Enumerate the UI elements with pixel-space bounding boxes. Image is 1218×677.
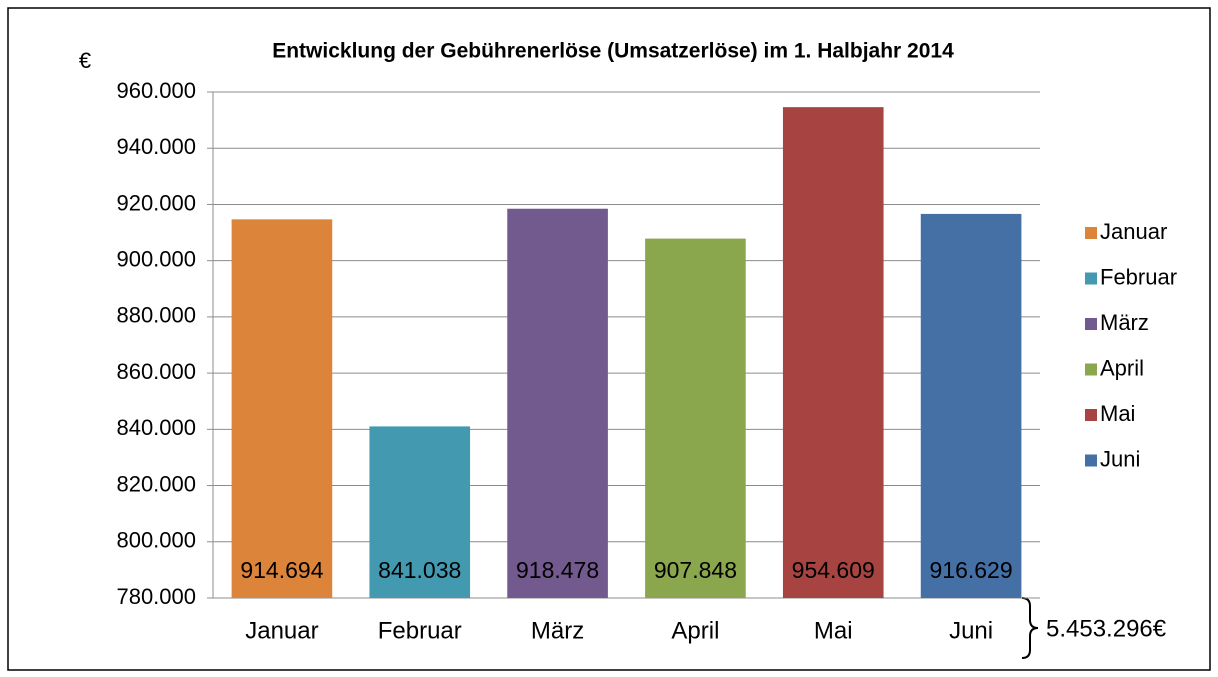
- x-tick-label: Mai: [814, 617, 853, 644]
- x-tick-label: Februar: [378, 617, 462, 644]
- legend-swatch: [1085, 363, 1097, 376]
- annotation: 5.453.296€: [1046, 615, 1167, 642]
- legend-label: April: [1100, 355, 1144, 380]
- bar: [782, 107, 884, 599]
- legend-swatch: [1085, 318, 1097, 330]
- data-label: 907.848: [654, 557, 737, 583]
- y-tick-label: 780.000: [116, 584, 196, 609]
- legend-swatch: [1085, 272, 1097, 285]
- y-axis-label: €: [79, 48, 91, 73]
- brace: [1021, 597, 1039, 659]
- y-tick-label: 920.000: [116, 190, 196, 215]
- bar: [507, 208, 608, 598]
- legend-label: Juni: [1100, 446, 1140, 471]
- x-tick-label: April: [671, 617, 719, 644]
- y-tick-label: 960.000: [116, 78, 196, 103]
- y-tick-label: 840.000: [116, 415, 196, 440]
- legend-label: Mai: [1100, 401, 1135, 426]
- y-tick-label: 800.000: [116, 528, 196, 553]
- y-tick-label: 900.000: [116, 246, 196, 271]
- legend-label: März: [1100, 310, 1149, 335]
- data-label: 954.609: [792, 557, 875, 583]
- legend-swatch: [1085, 454, 1097, 467]
- chart-title: Entwicklung der Gebührenerlöse (Umsatzer…: [272, 40, 954, 63]
- bar: [369, 426, 471, 598]
- data-label: 916.629: [930, 557, 1013, 583]
- x-tick-label: Januar: [245, 617, 318, 644]
- legend-label: Februar: [1100, 264, 1177, 289]
- y-tick-label: 940.000: [116, 134, 196, 159]
- bar: [645, 238, 746, 598]
- legend-swatch: [1085, 227, 1097, 239]
- data-label: 918.478: [516, 557, 599, 583]
- chart-frame: [7, 7, 1211, 671]
- data-label: 841.038: [378, 557, 461, 583]
- legend-label: Januar: [1100, 219, 1167, 244]
- bar: [231, 219, 333, 598]
- data-label: 914.694: [240, 557, 323, 583]
- y-tick-label: 820.000: [116, 471, 196, 496]
- y-tick-label: 860.000: [116, 359, 196, 384]
- y-tick-label: 880.000: [116, 303, 196, 328]
- x-tick-label: März: [531, 617, 584, 644]
- bar: [920, 213, 1022, 598]
- x-tick-label: Juni: [949, 617, 993, 644]
- legend-swatch: [1085, 409, 1097, 421]
